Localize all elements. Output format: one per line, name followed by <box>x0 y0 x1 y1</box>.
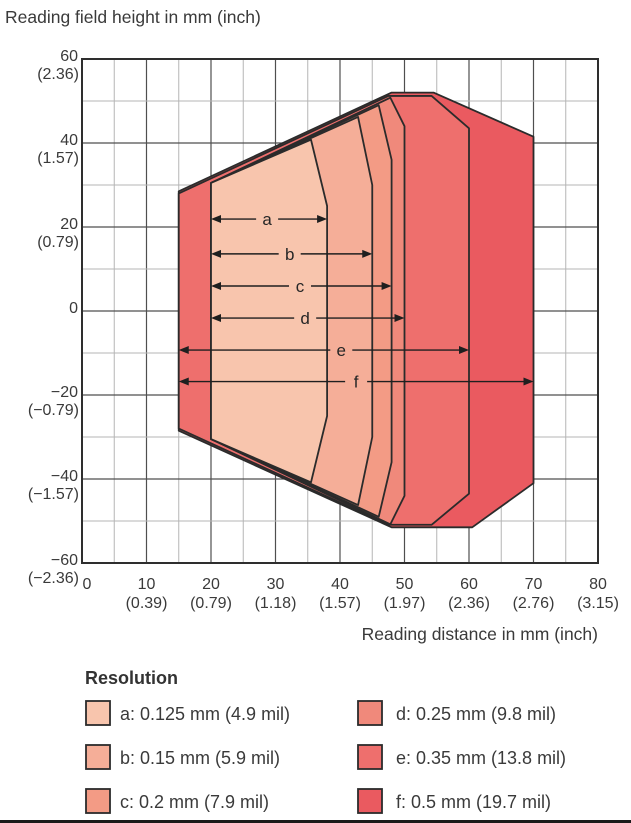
arrowhead-right <box>459 346 469 355</box>
y-tick-mm: −20 <box>51 384 78 401</box>
y-tick-mm: −40 <box>51 468 78 485</box>
legend-label-b: b: 0.15 mm (5.9 mil) <box>120 748 280 768</box>
arrowhead-right <box>317 215 328 224</box>
x-tick-mm: 20 <box>202 576 220 593</box>
legend-swatch-f <box>357 788 383 814</box>
arrowhead-right <box>523 377 534 386</box>
plot-frame <box>81 58 599 564</box>
axis-tick-labels: 0 10(0.39)20(0.79)30(1.18)40(1.57)50(1.97… <box>28 48 619 612</box>
arrow-b: b <box>211 245 373 264</box>
legend-swatch-c <box>85 788 111 814</box>
x-tick-inch: (1.57) <box>319 595 361 612</box>
arrowhead-right <box>362 249 373 258</box>
arrowhead-left <box>211 249 221 258</box>
arrowhead-left <box>178 377 189 386</box>
y-tick-inch: (−0.79) <box>28 402 79 419</box>
legend-item-e: e: 0.35 mm (13.8 mil) <box>357 744 566 770</box>
x-tick-mm: 0 <box>83 576 92 593</box>
page-rule-divider <box>0 820 631 823</box>
legend-item-d: d: 0.25 mm (9.8 mil) <box>357 700 556 726</box>
x-tick-mm: 60 <box>460 576 478 593</box>
arrow-f: f <box>178 373 534 392</box>
legend-item-c: c: 0.2 mm (7.9 mil) <box>85 788 269 814</box>
x-tick-inch: (2.36) <box>448 595 490 612</box>
x-tick-inch: (0.79) <box>190 595 232 612</box>
y-tick-mm: −60 <box>51 552 78 569</box>
arrow-label-a: a <box>262 210 272 229</box>
x-tick-mm: 50 <box>396 576 414 593</box>
y-tick-inch: (−2.36) <box>28 570 79 587</box>
arrowhead-left <box>178 346 189 355</box>
legend-title: Resolution <box>85 668 178 688</box>
legend-item-b: b: 0.15 mm (5.9 mil) <box>85 744 280 770</box>
arrow-label-c: c <box>296 277 305 296</box>
legend-swatch-a <box>85 700 111 726</box>
arrowhead-left <box>211 314 221 323</box>
x-axis-title: Reading distance in mm (inch) <box>362 624 598 644</box>
legend-label-f: f: 0.5 mm (19.7 mil) <box>396 792 551 812</box>
legend-label-a: a: 0.125 mm (4.9 mil) <box>120 704 290 724</box>
legend: a: 0.125 mm (4.9 mil) b: 0.15 mm (5.9 mil… <box>85 700 566 814</box>
x-tick-inch: (0.39) <box>126 595 168 612</box>
arrowhead-right <box>381 282 392 291</box>
x-tick-mm: 10 <box>138 576 156 593</box>
y-tick-mm: 0 <box>69 300 78 317</box>
x-tick-mm: 30 <box>267 576 285 593</box>
arrow-label-e: e <box>337 341 346 360</box>
legend-item-a: a: 0.125 mm (4.9 mil) <box>85 700 290 726</box>
region-a <box>210 138 329 484</box>
arrow-label-b: b <box>285 245 294 264</box>
legend-swatch-e <box>357 744 383 770</box>
arrowhead-right <box>394 314 405 323</box>
arrow-c: c <box>211 277 392 296</box>
arrowhead-left <box>211 282 221 291</box>
y-tick-inch: (0.79) <box>37 234 79 251</box>
arrow-label-f: f <box>354 373 359 392</box>
legend-label-c: c: 0.2 mm (7.9 mil) <box>120 792 269 812</box>
legend-label-e: e: 0.35 mm (13.8 mil) <box>396 748 566 768</box>
legend-item-f: f: 0.5 mm (19.7 mil) <box>357 788 551 814</box>
y-tick-mm: 20 <box>60 216 78 233</box>
x-tick-mm: 80 <box>589 576 607 593</box>
legend-swatch-b <box>85 744 111 770</box>
reading-field-regions <box>177 91 535 529</box>
x-tick-inch: (2.76) <box>513 595 555 612</box>
arrow-e: e <box>178 341 469 360</box>
x-tick-mm: 70 <box>525 576 543 593</box>
arrowhead-left <box>211 215 221 224</box>
x-tick-inch: (1.18) <box>255 595 297 612</box>
y-tick-mm: 60 <box>60 48 78 65</box>
legend-swatch-d <box>357 700 383 726</box>
x-tick-mm: 40 <box>331 576 349 593</box>
y-tick-mm: 40 <box>60 132 78 149</box>
arrow-label-d: d <box>300 309 309 328</box>
y-tick-inch: (2.36) <box>37 66 79 83</box>
arrow-d: d <box>211 309 405 328</box>
y-tick-inch: (1.57) <box>37 150 79 167</box>
x-tick-inch: (1.97) <box>384 595 426 612</box>
arrow-a: a <box>211 210 328 229</box>
y-axis-title: Reading field height in mm (inch) <box>5 7 261 27</box>
x-tick-inch: (3.15) <box>577 595 619 612</box>
legend-label-d: d: 0.25 mm (9.8 mil) <box>396 704 556 724</box>
y-tick-inch: (−1.57) <box>28 486 79 503</box>
